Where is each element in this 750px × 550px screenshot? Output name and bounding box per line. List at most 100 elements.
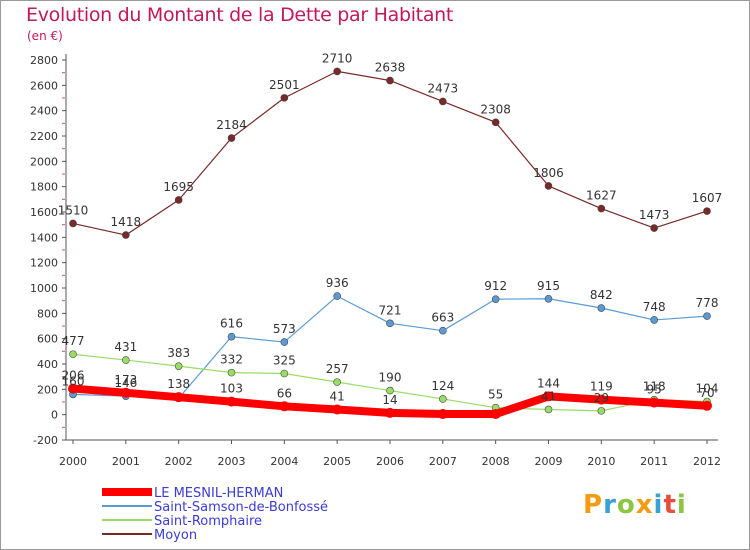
y-tick-label: 0	[51, 409, 58, 422]
y-tick-label: 1000	[30, 282, 58, 295]
y-tick-label: 1600	[30, 206, 58, 219]
data-point	[69, 219, 77, 228]
data-label: 29	[594, 391, 609, 405]
y-tick-label: 2600	[30, 79, 58, 92]
data-point	[703, 312, 711, 320]
data-label: 1695	[163, 180, 194, 194]
data-point	[597, 204, 606, 213]
data-point	[227, 332, 236, 341]
data-label: 95	[647, 383, 662, 397]
data-point	[332, 404, 343, 415]
x-tick-label: 2006	[376, 455, 404, 468]
data-label: 778	[696, 296, 719, 310]
data-label: 616	[220, 317, 243, 331]
data-label: 748	[643, 300, 666, 314]
data-point	[544, 405, 553, 414]
data-point	[702, 400, 712, 411]
x-tick-label: 2011	[640, 455, 668, 468]
data-point	[490, 409, 501, 420]
data-point	[439, 395, 447, 403]
data-label: 66	[277, 386, 292, 400]
data-point	[439, 326, 447, 335]
data-point	[122, 231, 130, 239]
data-label: 663	[431, 311, 454, 325]
data-point	[280, 94, 289, 102]
x-tick-label: 2009	[535, 455, 563, 468]
data-point	[650, 316, 658, 324]
data-label: 104	[696, 381, 719, 395]
data-label: 146	[114, 376, 137, 390]
proxiti-logo: Proxiti	[583, 490, 687, 520]
logo-letter: x	[635, 490, 654, 520]
chart-unit: (en €)	[27, 29, 63, 43]
data-point	[649, 397, 660, 408]
data-point	[280, 338, 289, 346]
data-point	[597, 407, 606, 415]
data-label: 206	[62, 369, 85, 383]
data-point	[173, 392, 184, 403]
data-label: 325	[273, 354, 296, 368]
data-point	[439, 97, 447, 106]
chart-title: Evolution du Montant de la Dette par Hab…	[26, 4, 454, 26]
logo-letter: r	[603, 490, 617, 520]
data-point	[333, 378, 341, 386]
y-tick-label: 2200	[30, 130, 58, 143]
series-line-3	[72, 70, 708, 236]
data-label: 1473	[639, 208, 670, 222]
data-label: 573	[273, 322, 296, 336]
data-point	[279, 401, 290, 412]
data-point	[227, 368, 236, 377]
logo-letter: o	[616, 490, 636, 520]
data-point	[386, 386, 394, 395]
data-point	[491, 295, 500, 303]
data-label: 912	[484, 279, 507, 293]
data-label: 915	[537, 279, 560, 293]
data-label: 2473	[428, 81, 459, 95]
data-point	[226, 396, 237, 407]
y-tick-label: 1200	[30, 257, 58, 270]
data-label: 173	[114, 373, 137, 387]
data-point	[544, 182, 553, 190]
data-label: 1418	[111, 215, 142, 229]
data-label: 2638	[375, 61, 406, 75]
data-label: 144	[537, 376, 560, 390]
x-tick-label: 2004	[270, 455, 298, 468]
logo-letter: P	[583, 490, 604, 520]
data-label: 70	[699, 386, 714, 400]
data-label: 721	[379, 303, 402, 317]
data-label: 160	[62, 374, 85, 388]
y-tick-label: 1400	[30, 231, 58, 244]
y-tick-label: 600	[37, 333, 58, 346]
data-label: 431	[114, 340, 137, 354]
data-label: 190	[379, 371, 402, 385]
x-tick-label: 2008	[482, 455, 510, 468]
data-point	[386, 319, 394, 328]
data-point	[68, 383, 78, 394]
legend-label: Moyon	[154, 528, 197, 543]
data-label: 118	[643, 380, 666, 394]
data-point	[437, 409, 448, 420]
data-label: 124	[431, 379, 454, 393]
data-label: 2710	[322, 51, 353, 65]
x-tick-label: 2012	[693, 455, 721, 468]
x-tick-label: 2010	[587, 455, 615, 468]
data-label: 41	[541, 389, 556, 403]
data-point	[227, 134, 236, 142]
data-point	[120, 387, 131, 398]
data-point	[597, 304, 606, 312]
x-tick-label: 2001	[112, 455, 140, 468]
data-label: 138	[167, 377, 190, 391]
legend-label: Saint-Romphaire	[154, 514, 262, 529]
y-tick-label: 200	[37, 383, 58, 396]
data-point	[174, 196, 183, 204]
data-point	[333, 292, 341, 300]
logo-letter: t	[663, 490, 677, 520]
data-point	[174, 362, 183, 370]
logo-letter: i	[676, 490, 687, 520]
data-label: 119	[590, 380, 613, 394]
data-point	[650, 224, 658, 232]
data-point	[491, 118, 500, 127]
data-label: 55	[488, 388, 503, 402]
legend-label: LE MESNIL-HERMAN	[154, 486, 283, 501]
